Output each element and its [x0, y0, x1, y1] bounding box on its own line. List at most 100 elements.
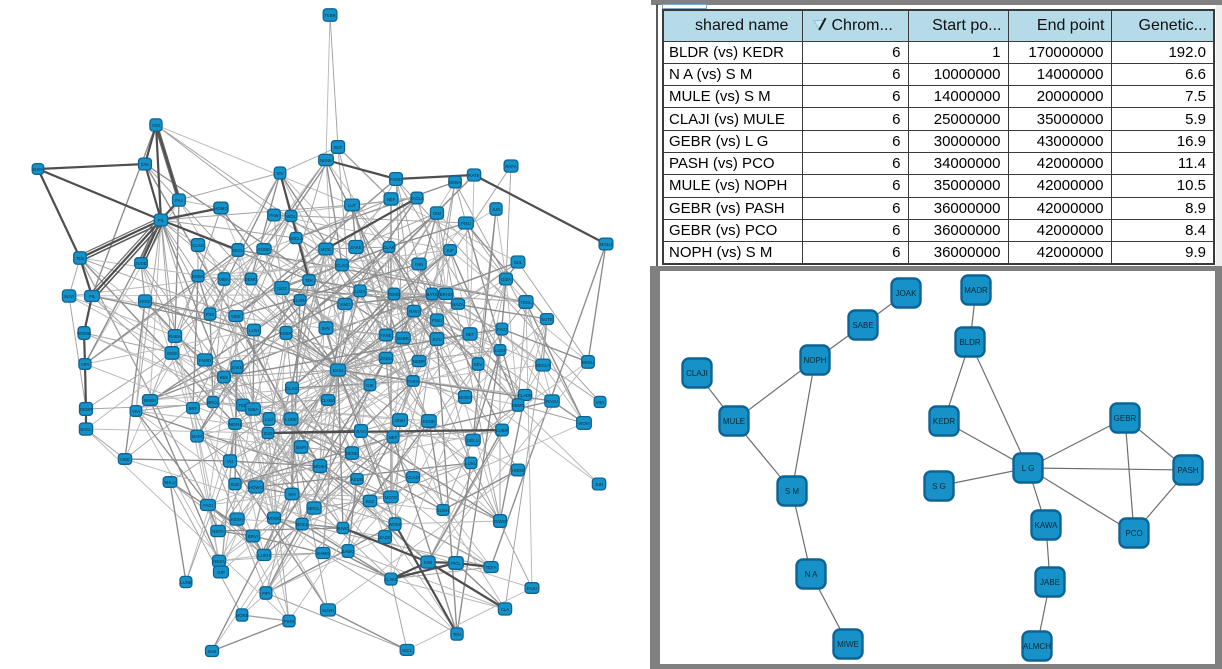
svg-text:NET: NET — [466, 332, 475, 337]
svg-text:MOCL: MOCL — [296, 522, 309, 527]
svg-text:BRCL: BRCL — [207, 400, 219, 405]
svg-text:JOAK: JOAK — [896, 289, 918, 298]
svg-text:SABE: SABE — [852, 321, 873, 330]
svg-text:KEK: KEK — [220, 375, 229, 380]
svg-text:GIK: GIK — [366, 383, 374, 388]
svg-text:MOLU: MOLU — [600, 242, 612, 247]
svg-text:KEBR: KEBR — [280, 331, 292, 336]
svg-text:BABR: BABR — [397, 336, 409, 341]
svg-text:SHNE: SHNE — [258, 247, 270, 252]
svg-text:KEV: KEV — [474, 362, 483, 367]
svg-text:RAVI: RAVI — [409, 309, 419, 314]
svg-text:KEBA: KEBA — [192, 274, 204, 279]
svg-text:BLDR: BLDR — [959, 338, 981, 347]
svg-text:RABA: RABA — [169, 334, 181, 339]
svg-text:BAPI: BAPI — [192, 434, 202, 439]
svg-text:KENE: KENE — [423, 419, 435, 424]
svg-text:SUSH: SUSH — [322, 608, 334, 613]
svg-text:GICL: GICL — [402, 648, 413, 653]
svg-text:RASU: RASU — [546, 399, 558, 404]
svg-text:TECL: TECL — [521, 300, 533, 305]
svg-text:JUDE: JUDE — [135, 261, 146, 266]
svg-text:LUT: LUT — [348, 203, 356, 208]
svg-text:BRSU: BRSU — [582, 360, 594, 365]
svg-text:KAWA: KAWA — [1035, 521, 1059, 530]
svg-text:SUN: SUN — [263, 431, 272, 436]
svg-text:VIGI: VIGI — [596, 400, 605, 405]
svg-text:PIL: PIL — [158, 218, 165, 223]
svg-text:N A: N A — [805, 570, 819, 579]
svg-text:FAMO: FAMO — [199, 358, 212, 363]
svg-text:GEBR: GEBR — [1114, 414, 1137, 423]
svg-text:TEH: TEH — [453, 632, 462, 637]
svg-text:BAZ: BAZ — [366, 499, 375, 504]
svg-text:GIM: GIM — [433, 211, 442, 216]
svg-text:ZACLA: ZACLA — [410, 196, 424, 201]
svg-text:GIWO: GIWO — [494, 519, 507, 524]
svg-text:PASH: PASH — [1177, 466, 1198, 475]
svg-text:VIGI: VIGI — [152, 123, 161, 128]
svg-text:TEMO: TEMO — [388, 292, 401, 297]
svg-text:WOMO: WOMO — [77, 331, 92, 336]
svg-text:JUN: JUN — [595, 482, 603, 487]
svg-text:PISU: PISU — [461, 221, 471, 226]
svg-text:CLA: CLA — [501, 607, 509, 612]
svg-text:SUVI: SUVI — [64, 294, 74, 299]
svg-text:PIGI: PIGI — [206, 312, 215, 317]
svg-text:S M: S M — [785, 487, 800, 496]
svg-text:FANE: FANE — [380, 333, 391, 338]
svg-text:DEMO: DEMO — [512, 403, 526, 408]
svg-text:S G: S G — [932, 482, 946, 491]
svg-text:FAN: FAN — [415, 262, 423, 267]
svg-text:BAPI: BAPI — [296, 445, 306, 450]
svg-text:KEDR: KEDR — [933, 417, 955, 426]
svg-text:CLABA: CLABA — [321, 398, 335, 403]
svg-text:HOWO: HOWO — [249, 485, 264, 490]
svg-text:PIHO: PIHO — [284, 619, 295, 624]
svg-text:NEF: NEF — [387, 197, 396, 202]
svg-text:CLARA: CLARA — [293, 298, 307, 303]
svg-text:LUSU: LUSU — [465, 461, 476, 466]
svg-text:PICL: PICL — [451, 561, 461, 566]
svg-text:SUWO: SUWO — [336, 526, 350, 531]
svg-text:VIMO: VIMO — [340, 302, 352, 307]
svg-text:CLAG: CLAG — [336, 263, 348, 268]
svg-text:TEK: TEK — [305, 278, 313, 283]
svg-text:PISU: PISU — [432, 318, 442, 323]
svg-text:FAGI: FAGI — [497, 327, 507, 332]
svg-text:VIBA: VIBA — [219, 277, 229, 282]
svg-text:SHS: SHS — [208, 649, 217, 654]
svg-text:BAGI: BAGI — [333, 368, 343, 373]
svg-text:CLADE: CLADE — [518, 393, 532, 398]
svg-text:TEPI: TEPI — [238, 403, 248, 408]
svg-text:SUTE: SUTE — [541, 317, 553, 322]
svg-text:BATE: BATE — [427, 292, 438, 297]
svg-text:MOKE: MOKE — [236, 613, 249, 618]
svg-text:ZAKE: ZAKE — [350, 245, 361, 250]
svg-text:KESH: KESH — [231, 517, 243, 522]
svg-text:SHFA: SHFA — [32, 167, 43, 172]
svg-text:WOWO: WOWO — [267, 516, 282, 521]
svg-text:ZADE: ZADE — [379, 535, 391, 540]
svg-text:BAWO: BAWO — [342, 549, 356, 554]
svg-text:BACL: BACL — [80, 427, 92, 432]
svg-text:PIL: PIL — [89, 294, 96, 299]
svg-text:GINE: GINE — [167, 351, 178, 356]
svg-text:WOVI: WOVI — [578, 421, 589, 426]
svg-text:CLAKE: CLAKE — [384, 577, 398, 582]
svg-text:LUZA: LUZA — [355, 289, 366, 294]
svg-text:GIZA: GIZA — [501, 277, 511, 282]
svg-text:VIPI: VIPI — [81, 362, 89, 367]
svg-text:ALMCH: ALMCH — [1023, 642, 1051, 651]
svg-text:NEBR: NEBR — [413, 359, 425, 364]
svg-text:VIV: VIV — [277, 171, 284, 176]
svg-text:PCO: PCO — [1125, 529, 1142, 538]
svg-text:SHLU: SHLU — [164, 480, 175, 485]
svg-text:SUT: SUT — [334, 145, 343, 150]
svg-text:JUF: JUF — [446, 248, 454, 253]
svg-text:ZAKE: ZAKE — [231, 365, 242, 370]
svg-text:ZAV: ZAV — [141, 162, 149, 167]
svg-text:CLAD: CLAD — [407, 475, 418, 480]
svg-text:NEZA: NEZA — [213, 559, 225, 564]
svg-text:SHV: SHV — [322, 326, 331, 331]
